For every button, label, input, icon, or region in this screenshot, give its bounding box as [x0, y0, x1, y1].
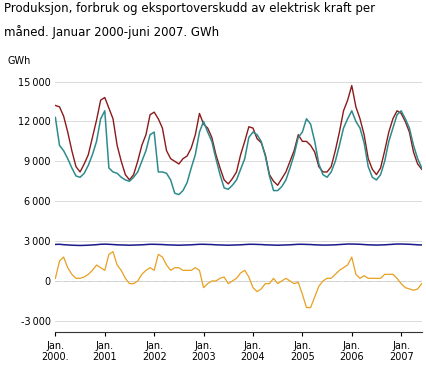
- Text: GWh: GWh: [8, 56, 31, 66]
- Text: Produksjon, forbruk og eksportoverskudd av elektrisk kraft per: Produksjon, forbruk og eksportoverskudd …: [4, 2, 375, 15]
- Text: måned. Januar 2000-juni 2007. GWh: måned. Januar 2000-juni 2007. GWh: [4, 25, 219, 39]
